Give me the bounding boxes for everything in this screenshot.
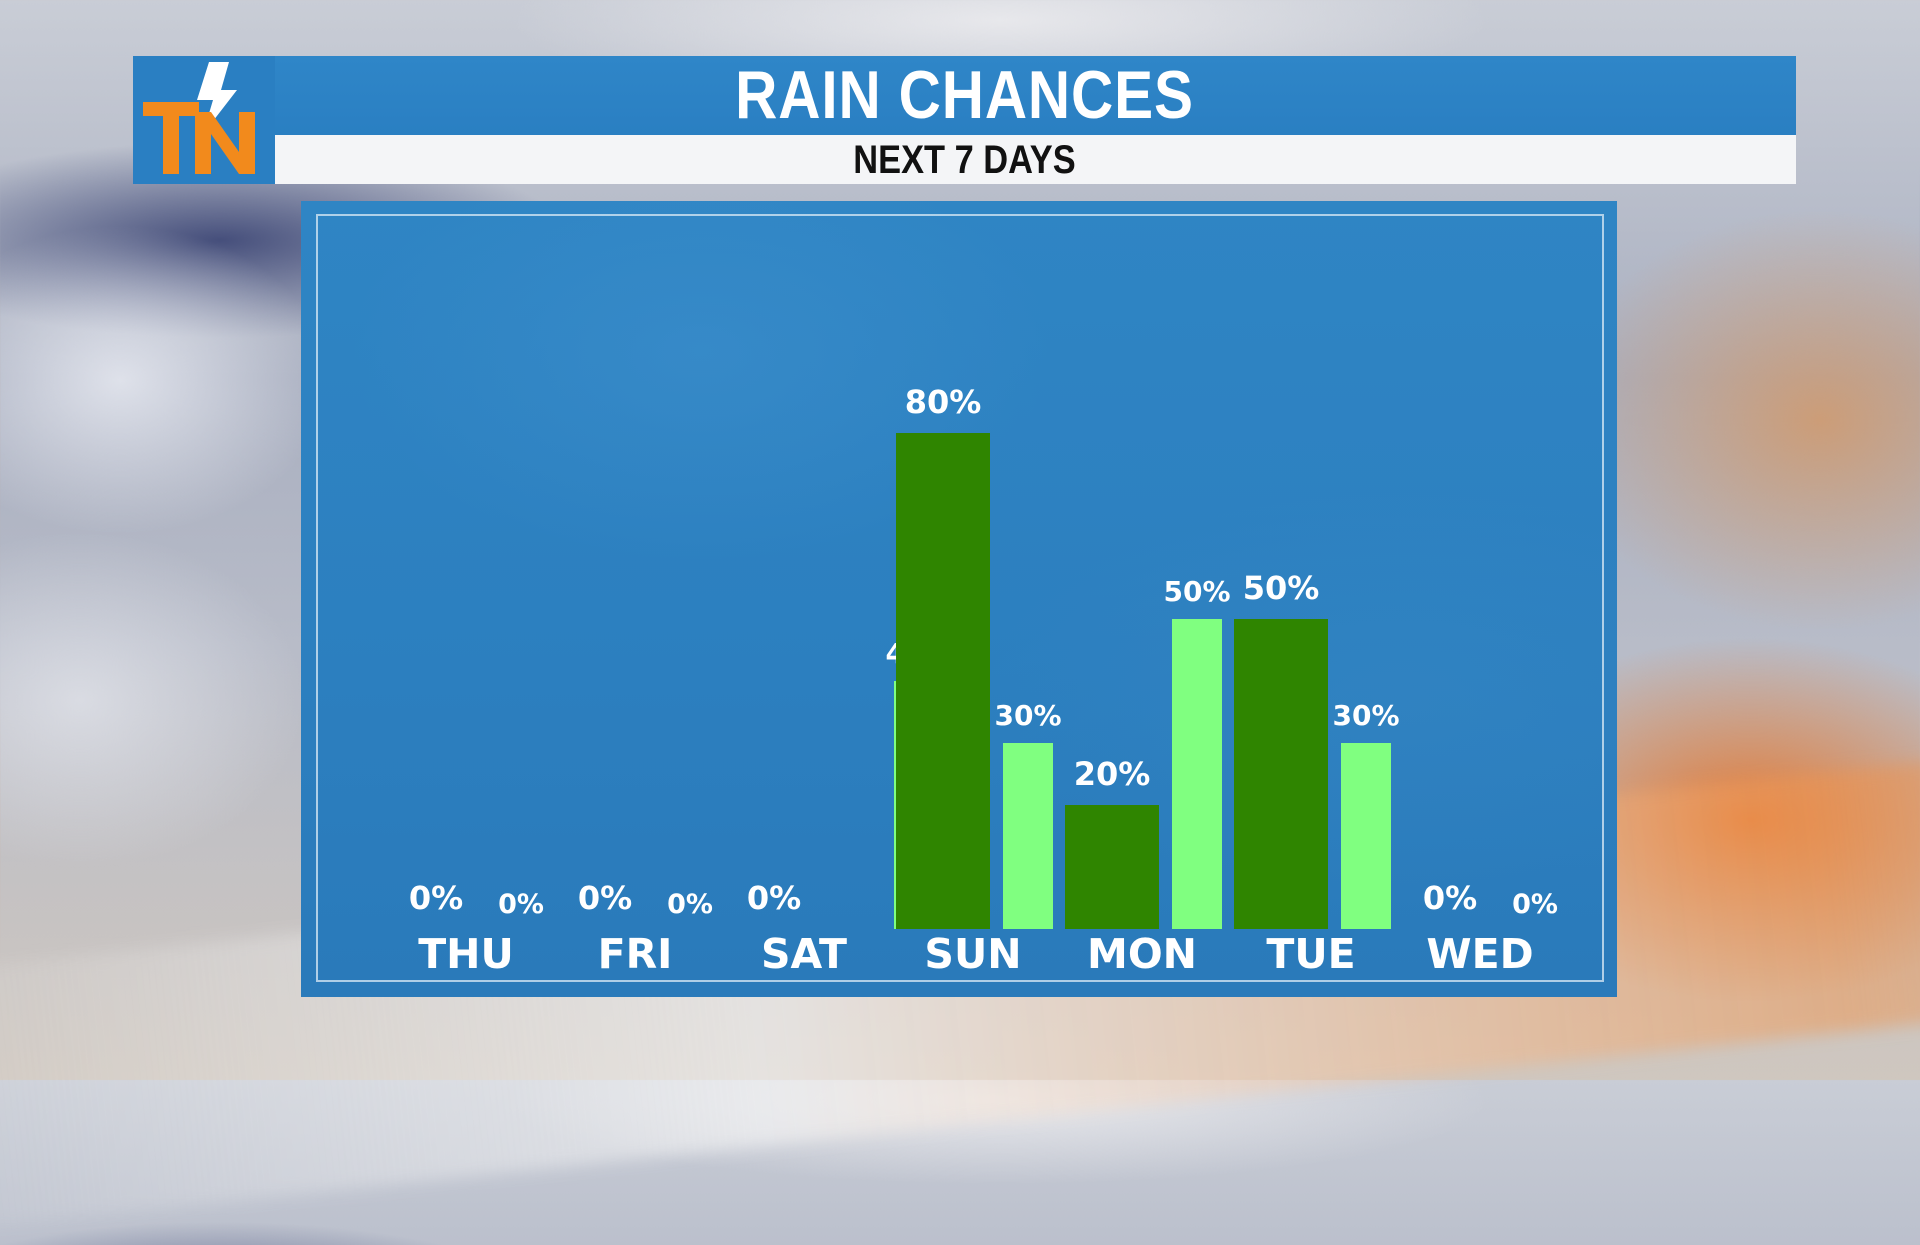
value-label-night-fri: 0% xyxy=(667,889,713,920)
x-tick-label-mon: MON xyxy=(1087,930,1197,978)
value-label-day-fri: 0% xyxy=(578,879,632,917)
value-label-night-sun: 30% xyxy=(994,699,1061,732)
x-tick-label-thu: THU xyxy=(418,930,514,978)
value-label-night-tue: 30% xyxy=(1332,699,1399,732)
x-tick-label-sun: SUN xyxy=(924,930,1021,978)
bar-day-tue xyxy=(1234,619,1328,929)
bar-night-tue xyxy=(1341,743,1391,929)
value-label-day-mon: 20% xyxy=(1074,755,1151,793)
tn-logo-icon xyxy=(143,62,255,174)
value-label-night-thu: 0% xyxy=(498,889,544,920)
station-logo xyxy=(133,56,275,184)
chart-subtitle: NEXT 7 DAYS xyxy=(853,138,1076,182)
bar-day-sun xyxy=(896,433,990,929)
value-label-night-mon: 50% xyxy=(1163,575,1230,608)
value-label-day-tue: 50% xyxy=(1243,569,1320,607)
chart-title: RAIN CHANCES xyxy=(735,57,1194,133)
value-label-day-thu: 0% xyxy=(409,879,463,917)
logo-letters xyxy=(143,102,255,174)
bar-night-sun xyxy=(1003,743,1053,929)
value-label-day-wed: 0% xyxy=(1423,879,1477,917)
subtitle-bar xyxy=(275,135,1796,184)
lightning-bolt-icon xyxy=(197,62,237,134)
chart-frame xyxy=(316,214,1604,982)
x-tick-label-sat: SAT xyxy=(761,930,847,978)
x-tick-label-wed: WED xyxy=(1426,930,1533,978)
value-label-night-wed: 0% xyxy=(1512,889,1558,920)
bar-day-mon xyxy=(1065,805,1159,929)
x-tick-label-fri: FRI xyxy=(598,930,673,978)
rain-chance-chart: 0%0%THU0%0%FRI0%40%SAT80%30%SUN20%50%MON… xyxy=(409,383,1558,978)
value-label-day-sat: 0% xyxy=(747,879,801,917)
value-label-day-sun: 80% xyxy=(905,383,982,421)
header-bar xyxy=(133,56,1796,135)
x-tick-label-tue: TUE xyxy=(1266,930,1355,978)
bar-night-mon xyxy=(1172,619,1222,929)
